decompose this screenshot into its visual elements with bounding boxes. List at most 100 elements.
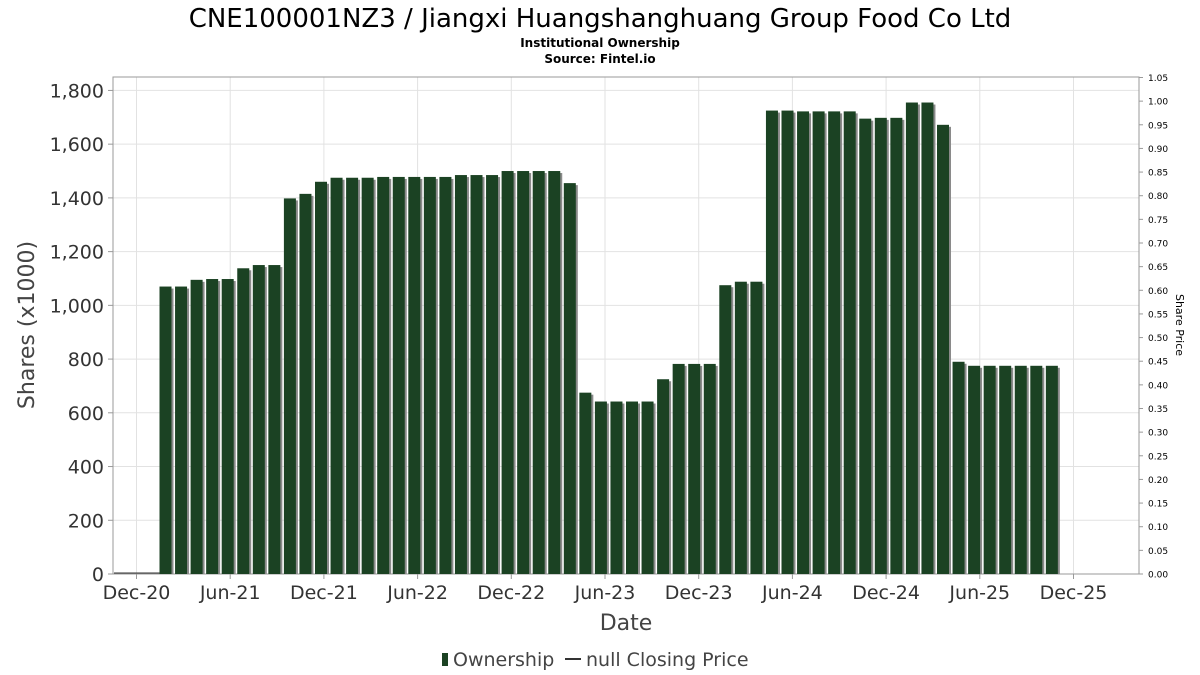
ownership-bar: [905, 102, 918, 575]
y-tick-label: 1,600: [50, 134, 104, 156]
ownership-bar: [548, 171, 561, 574]
ownership-bar: [563, 183, 576, 574]
legend-price-label: null Closing Price: [586, 649, 749, 671]
y2-tick-label: 0.25: [1148, 452, 1168, 462]
y2-tick-label: 0.55: [1148, 310, 1168, 320]
y-tick-label: 1,200: [50, 242, 104, 264]
y2-axis-label: Share Price: [1173, 294, 1186, 356]
x-tick-label: Dec-21: [290, 582, 358, 604]
ownership-bar: [952, 361, 965, 574]
ownership-bar: [1030, 365, 1043, 574]
ownership-bar: [1045, 365, 1058, 574]
ownership-bar: [843, 111, 856, 574]
ownership-bar: [781, 110, 794, 574]
ownership-bar: [175, 286, 188, 574]
ownership-bar: [703, 363, 716, 574]
chart-source: Source: Fintel.io: [544, 52, 655, 66]
ownership-bar: [454, 175, 467, 574]
ownership-bar: [983, 365, 996, 574]
ownership-bar: [579, 392, 592, 574]
ownership-bar: [734, 281, 747, 574]
y2-tick-label: 0.45: [1148, 358, 1168, 368]
y-axis-label: Shares (x1000): [15, 241, 40, 409]
y-tick-label: 0: [92, 564, 104, 586]
y2-tick-label: 0.35: [1148, 405, 1168, 415]
y2-tick-label: 0.80: [1148, 192, 1168, 202]
ownership-bar: [672, 363, 685, 574]
ownership-bar: [268, 265, 281, 574]
ownership-bar: [968, 365, 981, 574]
chart-subtitle: Institutional Ownership: [520, 36, 680, 50]
ownership-bar: [999, 365, 1012, 574]
ownership-bar: [610, 401, 623, 574]
y2-tick-label: 1.00: [1148, 98, 1168, 108]
ownership-bar: [408, 176, 421, 574]
ownership-bar: [797, 111, 810, 574]
ownership-bar: [206, 279, 219, 574]
x-tick-label: Jun-22: [386, 582, 448, 604]
ownership-bar: [921, 102, 934, 575]
ownership-bar: [765, 110, 778, 574]
ownership-bar: [330, 177, 343, 575]
ownership-bar: [252, 265, 265, 574]
ownership-bar: [750, 281, 763, 574]
x-tick-label: Jun-23: [574, 582, 636, 604]
x-axis-label: Date: [600, 611, 653, 636]
ownership-bar: [626, 401, 638, 574]
y-tick-label: 600: [68, 403, 104, 425]
y2-axis: 0.00 0.05 0.10 0.15 0.20 0.25 0.30 0.35 0.40 0.45…: [1139, 74, 1168, 581]
ownership-bar: [237, 268, 250, 574]
ownership-bar: [859, 118, 872, 575]
x-tick-label: Jun-21: [199, 582, 261, 604]
ownership-bar: [641, 401, 654, 574]
legend-ownership-label: Ownership: [453, 649, 554, 671]
ownership-bar: [719, 285, 732, 574]
x-tick-label: Dec-20: [103, 582, 171, 604]
legend: Ownership null Closing Price: [442, 649, 749, 671]
ownership-bar: [190, 279, 203, 574]
y-tick-label: 800: [68, 349, 104, 371]
bars-group: [114, 102, 1060, 575]
ownership-bar: [392, 176, 405, 574]
ownership-bar: [159, 286, 172, 574]
x-tick-label: Dec-24: [852, 582, 920, 604]
ownership-bar: [501, 171, 514, 574]
x-tick-label: Dec-23: [665, 582, 733, 604]
y2-tick-label: 0.60: [1148, 287, 1168, 297]
y-tick-label: 1,800: [50, 80, 104, 102]
ownership-bar: [657, 379, 670, 574]
ownership-bar: [517, 171, 530, 574]
y2-tick-label: 0.50: [1148, 334, 1168, 344]
x-tick-label: Jun-25: [948, 582, 1010, 604]
ownership-bar: [283, 198, 296, 574]
ownership-bar: [1014, 365, 1027, 574]
ownership-bar: [812, 111, 825, 574]
ownership-bar: [937, 124, 949, 574]
y2-tick-label: 0.90: [1148, 145, 1168, 155]
ownership-bar: [688, 363, 701, 574]
ownership-bar: [890, 117, 903, 574]
ownership-bar: [346, 177, 359, 575]
y2-tick-label: 0.05: [1148, 547, 1168, 557]
ownership-bar: [532, 171, 545, 574]
y-axis: 0 200 400 600 800 1,000 1,200 1,400 1,600 1,800: [50, 80, 113, 586]
ownership-bar: [315, 181, 327, 574]
y-tick-label: 1,000: [50, 295, 104, 317]
ownership-bar: [874, 117, 887, 574]
y2-tick-label: 0.10: [1148, 523, 1168, 533]
ownership-bar: [361, 177, 374, 575]
y2-tick-label: 0.20: [1148, 476, 1168, 486]
x-tick-label: Jun-24: [761, 582, 823, 604]
ownership-bar: [486, 175, 499, 574]
ownership-bar: [828, 111, 841, 574]
y2-tick-label: 0.85: [1148, 169, 1168, 179]
y2-tick-label: 0.00: [1148, 571, 1168, 581]
x-tick-label: Dec-22: [477, 582, 545, 604]
y-tick-label: 1,400: [50, 188, 104, 210]
y2-tick-label: 1.05: [1148, 74, 1168, 84]
x-axis: Dec-20 Jun-21 Dec-21 Jun-22 Dec-22 Jun-23 Dec-…: [103, 574, 1108, 604]
ownership-bar: [221, 279, 234, 574]
x-tick-label: Dec-25: [1040, 582, 1108, 604]
legend-ownership-swatch: [442, 653, 448, 666]
